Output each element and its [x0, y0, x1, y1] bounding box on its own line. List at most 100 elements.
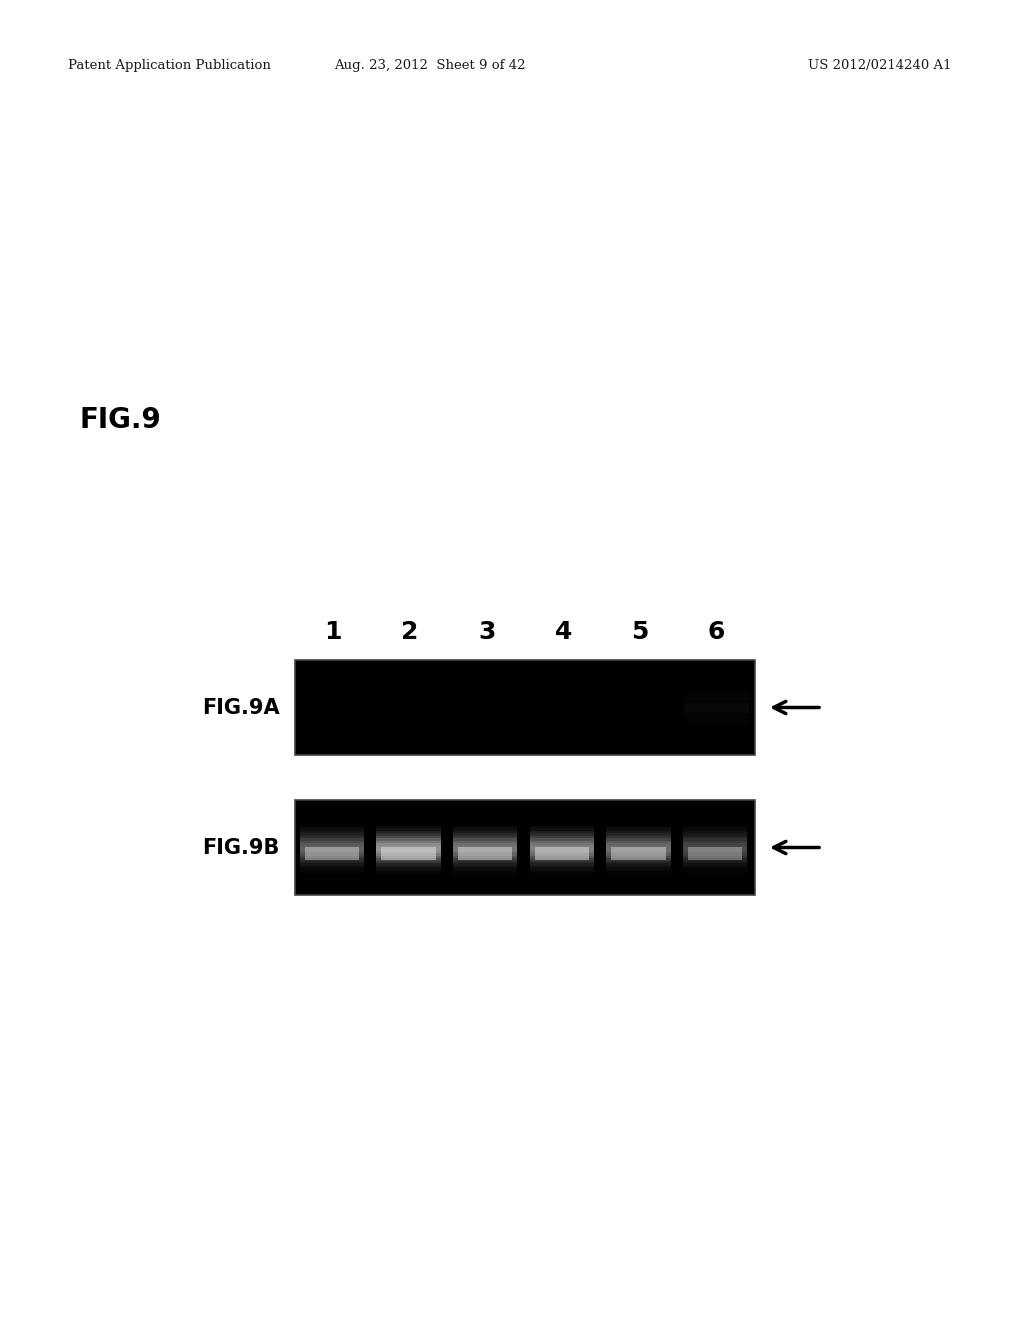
Bar	[529, 846, 594, 847]
Bar	[606, 828, 671, 830]
Bar	[376, 836, 440, 838]
Bar	[683, 863, 748, 866]
Bar	[376, 863, 440, 866]
Bar	[376, 853, 440, 855]
Bar	[376, 871, 440, 873]
Bar	[376, 873, 440, 875]
Bar	[376, 830, 440, 833]
Bar	[376, 850, 440, 853]
Bar	[300, 863, 364, 866]
Bar	[529, 830, 594, 833]
Bar	[453, 871, 517, 873]
Bar	[305, 847, 358, 861]
Bar	[453, 869, 517, 870]
Text: Aug. 23, 2012  Sheet 9 of 42: Aug. 23, 2012 Sheet 9 of 42	[334, 58, 525, 71]
Text: 5: 5	[632, 620, 648, 644]
Bar	[453, 830, 517, 833]
Bar	[300, 846, 364, 847]
Bar	[300, 861, 364, 863]
Text: US 2012/0214240 A1: US 2012/0214240 A1	[808, 58, 951, 71]
Bar	[684, 714, 749, 718]
Bar	[529, 866, 594, 869]
Bar	[683, 855, 748, 858]
Bar	[529, 855, 594, 858]
Bar	[376, 855, 440, 858]
Bar	[453, 843, 517, 846]
Bar	[683, 828, 748, 830]
Bar	[300, 836, 364, 838]
Bar	[453, 846, 517, 847]
Bar	[529, 849, 594, 850]
Bar	[529, 841, 594, 843]
Text: Patent Application Publication: Patent Application Publication	[68, 58, 271, 71]
Bar	[683, 830, 748, 833]
Bar	[300, 828, 364, 830]
Text: 1: 1	[325, 620, 342, 644]
Bar	[300, 830, 364, 833]
Bar	[453, 838, 517, 841]
Bar	[683, 849, 748, 850]
Bar	[606, 833, 671, 836]
Bar	[376, 841, 440, 843]
Bar	[683, 858, 748, 861]
Bar	[300, 871, 364, 873]
Bar	[529, 833, 594, 836]
Bar	[300, 843, 364, 846]
Bar	[683, 850, 748, 853]
Bar	[606, 871, 671, 873]
Bar	[300, 833, 364, 836]
Bar	[529, 861, 594, 863]
Bar	[453, 873, 517, 875]
Bar	[453, 849, 517, 850]
Bar	[381, 847, 435, 861]
Bar	[529, 873, 594, 875]
Bar	[684, 709, 749, 713]
Bar	[606, 846, 671, 847]
Bar	[300, 869, 364, 870]
Text: 2: 2	[401, 620, 419, 644]
Bar	[376, 843, 440, 846]
Bar	[453, 841, 517, 843]
Bar	[684, 697, 749, 702]
Bar	[376, 833, 440, 836]
Bar	[683, 871, 748, 873]
Text: FIG.9B: FIG.9B	[203, 837, 280, 858]
Bar	[300, 853, 364, 855]
Bar	[683, 861, 748, 863]
Bar	[453, 853, 517, 855]
Bar	[683, 866, 748, 869]
Bar	[529, 838, 594, 841]
Bar	[300, 873, 364, 875]
Bar	[684, 702, 749, 708]
Bar	[688, 847, 742, 861]
Bar	[376, 828, 440, 830]
Bar	[683, 873, 748, 875]
Bar	[606, 850, 671, 853]
Bar	[376, 838, 440, 841]
Text: FIG.9A: FIG.9A	[203, 697, 280, 718]
Bar	[606, 830, 671, 833]
Bar	[606, 869, 671, 870]
Bar	[300, 855, 364, 858]
Bar	[453, 836, 517, 838]
Bar	[606, 841, 671, 843]
Bar	[684, 719, 749, 723]
Bar	[684, 692, 749, 697]
Bar	[684, 686, 749, 692]
Bar	[606, 866, 671, 869]
Bar	[683, 853, 748, 855]
Bar	[535, 847, 589, 861]
Bar	[453, 858, 517, 861]
Text: 4: 4	[555, 620, 572, 644]
Bar	[453, 866, 517, 869]
Bar	[453, 861, 517, 863]
Bar	[611, 847, 666, 861]
Bar	[606, 838, 671, 841]
Bar	[300, 866, 364, 869]
Bar	[453, 833, 517, 836]
Bar	[300, 858, 364, 861]
Bar	[376, 869, 440, 870]
Bar	[458, 847, 512, 861]
Bar	[300, 849, 364, 850]
Bar	[529, 858, 594, 861]
